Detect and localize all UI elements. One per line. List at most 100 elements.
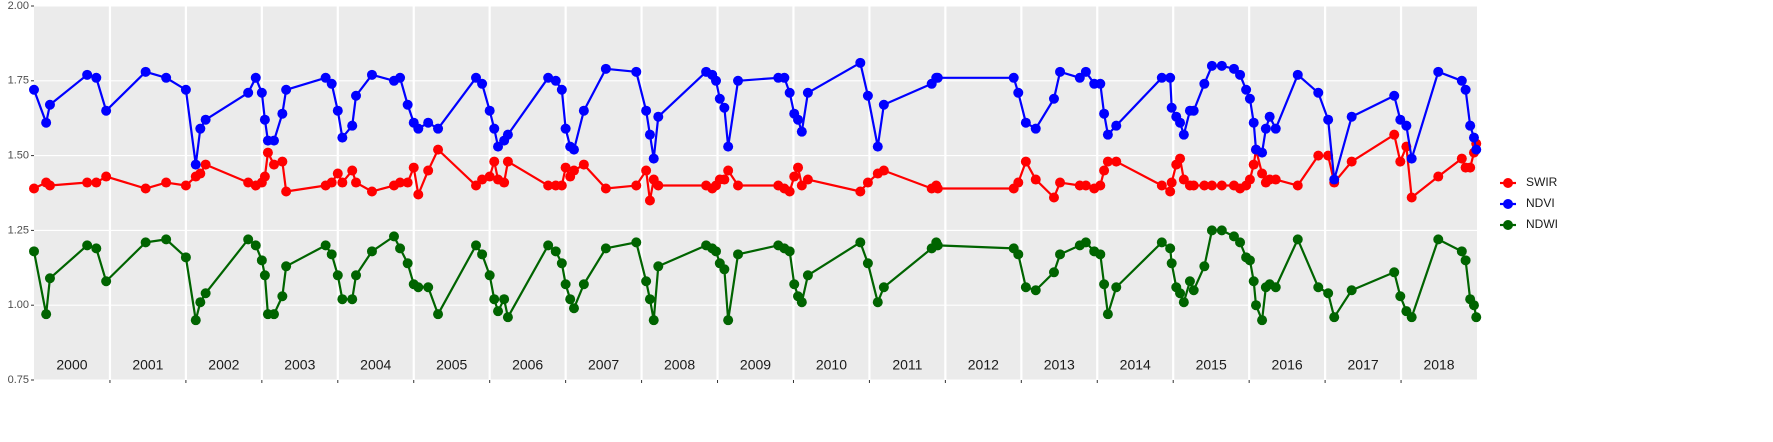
data-point: [277, 156, 288, 167]
data-point: [423, 282, 434, 293]
data-point: [1178, 129, 1189, 140]
data-point: [332, 168, 343, 179]
year-label: 2006: [512, 357, 543, 373]
data-point: [1244, 174, 1255, 185]
data-point: [1080, 237, 1091, 248]
data-point: [502, 156, 513, 167]
data-point: [1008, 72, 1019, 83]
data-point: [1216, 225, 1227, 236]
data-point: [1020, 156, 1031, 167]
year-label: 2001: [132, 357, 163, 373]
data-point: [1156, 180, 1167, 191]
data-point: [1471, 144, 1482, 155]
y-tick-label: 1.00: [8, 299, 29, 311]
data-point: [1244, 255, 1255, 266]
data-point: [1406, 312, 1417, 323]
data-point: [44, 180, 55, 191]
data-point: [1235, 237, 1246, 248]
data-point: [1030, 285, 1041, 296]
data-point: [714, 93, 725, 104]
data-point: [1175, 117, 1186, 128]
data-point: [1199, 78, 1210, 89]
year-label: 2014: [1120, 357, 1151, 373]
data-point: [423, 117, 434, 128]
data-point: [784, 87, 795, 98]
data-point: [326, 78, 337, 89]
data-point: [489, 123, 500, 134]
data-point: [631, 66, 642, 77]
data-point: [332, 270, 343, 281]
data-point: [471, 240, 482, 251]
data-point: [1175, 288, 1186, 299]
data-point: [789, 171, 800, 182]
data-point: [477, 174, 488, 185]
data-point: [1020, 282, 1031, 293]
data-point: [1313, 87, 1324, 98]
data-point: [1460, 84, 1471, 95]
data-point: [1216, 180, 1227, 191]
data-point: [320, 240, 331, 251]
data-point: [723, 141, 734, 152]
data-point: [140, 66, 151, 77]
data-point: [351, 177, 362, 188]
data-point: [1111, 120, 1122, 131]
data-point: [477, 249, 488, 260]
data-point: [1406, 192, 1417, 203]
data-point: [29, 84, 39, 95]
data-point: [101, 276, 112, 287]
data-point: [256, 255, 267, 266]
data-point: [648, 315, 659, 326]
data-point: [140, 237, 151, 248]
data-point: [337, 294, 348, 305]
data-point: [1257, 168, 1268, 179]
data-point: [268, 135, 279, 146]
data-point: [1156, 237, 1167, 248]
data-point: [855, 186, 866, 197]
data-point: [1099, 108, 1110, 119]
data-point: [723, 165, 734, 176]
data-point: [259, 114, 270, 125]
data-point: [180, 252, 191, 263]
data-point: [250, 240, 261, 251]
data-point: [1206, 225, 1217, 236]
data-point: [711, 246, 722, 257]
data-point: [180, 180, 191, 191]
data-point: [402, 177, 413, 188]
data-point: [641, 276, 652, 287]
data-point: [789, 279, 800, 290]
year-label: 2003: [284, 357, 315, 373]
data-point: [556, 84, 567, 95]
data-point: [802, 270, 813, 281]
data-point: [499, 177, 510, 188]
data-point: [402, 258, 413, 269]
data-point: [878, 165, 889, 176]
data-point: [195, 168, 206, 179]
data-point: [802, 87, 813, 98]
data-point: [862, 258, 873, 269]
data-point: [1020, 117, 1031, 128]
data-point: [243, 177, 254, 188]
data-point: [1184, 276, 1195, 287]
data-point: [277, 291, 288, 302]
data-point: [1270, 282, 1281, 293]
data-point: [862, 90, 873, 101]
data-point: [568, 303, 579, 314]
data-point: [1178, 297, 1189, 308]
data-point: [1323, 114, 1334, 125]
data-point: [578, 105, 589, 116]
data-point: [1248, 276, 1259, 287]
data-point: [784, 246, 795, 257]
data-point: [1095, 180, 1106, 191]
data-point: [779, 72, 790, 83]
series: [29, 57, 1482, 185]
data-point: [1460, 255, 1471, 266]
data-point: [1080, 180, 1091, 191]
data-point: [1244, 93, 1255, 104]
data-point: [631, 237, 642, 248]
data-point: [256, 87, 267, 98]
data-point: [395, 72, 406, 83]
data-point: [200, 159, 211, 170]
data-point: [719, 174, 730, 185]
data-point: [502, 129, 513, 140]
data-point: [366, 69, 377, 80]
